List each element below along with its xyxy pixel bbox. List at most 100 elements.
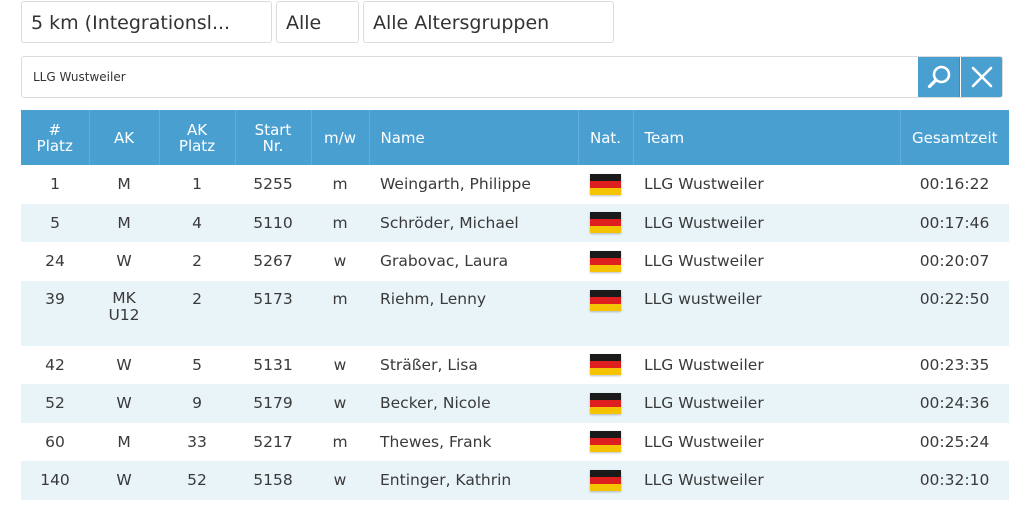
cell-time: 00:23:35 — [919, 355, 990, 374]
header-name[interactable]: Name — [369, 110, 579, 165]
cell-gender: m — [311, 203, 369, 242]
germany-flag-icon — [590, 250, 621, 272]
cell-name[interactable]: Schröder, Michael — [369, 203, 578, 242]
cell-nat — [578, 384, 633, 423]
header-ak[interactable]: AK — [89, 110, 160, 165]
cell-rank: 24 — [45, 252, 65, 271]
cell-rank: 60 — [45, 432, 65, 451]
germany-flag-icon — [590, 469, 621, 491]
header-time[interactable]: Gesamtzeit — [900, 110, 1009, 165]
cell-name[interactable]: Sträßer, Lisa — [380, 355, 478, 374]
clear-search-button[interactable] — [961, 57, 1002, 97]
header-rank-line1: # — [48, 120, 62, 139]
cell-ak-rank: 52 — [159, 461, 235, 500]
cell-name[interactable]: Thewes, Frank — [380, 432, 492, 451]
cell-nat — [578, 423, 633, 462]
age-group-select[interactable]: Alle Altersgruppen — [363, 1, 614, 43]
header-ak-rank-line1: AK — [186, 120, 208, 139]
cell-gender: w — [311, 384, 369, 423]
table-row[interactable]: 39 MK U12 2 5173 m Riehm, Lenny LLG wust… — [21, 280, 1009, 346]
header-ak-rank[interactable]: AK Platz — [159, 110, 236, 165]
search-button[interactable] — [918, 57, 960, 97]
cell-ak-line1: MK — [112, 288, 136, 307]
cell-ak-line2: U12 — [108, 305, 140, 324]
header-start-no[interactable]: Start Nr. — [235, 110, 312, 165]
cell-ak-rank: 2 — [192, 252, 202, 271]
header-rank[interactable]: # Platz — [21, 110, 90, 165]
cell-rank: 5 — [21, 203, 89, 242]
cell-ak: MK U12 — [89, 280, 159, 346]
cell-nat — [578, 203, 633, 242]
cell-name[interactable]: Weingarth, Philippe — [380, 175, 531, 194]
table-row[interactable]: 140 W 52 5158 w Entinger, Kathrin LLG Wu… — [21, 461, 1009, 500]
cell-ak: M — [117, 432, 131, 451]
header-nat[interactable]: Nat. — [578, 110, 634, 165]
table-row[interactable]: 1 M 1 5255 m Weingarth, Philippe LLG Wus… — [21, 165, 1009, 204]
cell-start-no: 5255 — [253, 175, 293, 194]
table-row[interactable]: 24 W 2 5267 w Grabovac, Laura LLG Wustwe… — [21, 242, 1009, 281]
cell-ak: W — [89, 384, 159, 423]
cell-team: LLG Wustweiler — [644, 175, 764, 194]
table-row[interactable]: 60 M 33 5217 m Thewes, Frank LLG Wustwei… — [21, 423, 1009, 462]
cell-nat — [578, 461, 633, 500]
germany-flag-icon — [590, 354, 621, 376]
germany-flag-icon — [590, 289, 621, 311]
table-row[interactable]: 42 W 5 5131 w Sträßer, Lisa LLG Wustweil… — [21, 346, 1009, 385]
cell-ak-rank: 2 — [159, 280, 235, 346]
cell-ak-rank: 9 — [159, 384, 235, 423]
cell-start-no: 5131 — [253, 355, 293, 374]
cell-rank: 52 — [21, 384, 89, 423]
cell-start-no: 5179 — [235, 384, 311, 423]
header-start-no-line2: Nr. — [262, 136, 284, 155]
cell-start-no: 5267 — [253, 252, 293, 271]
search-input[interactable] — [22, 57, 918, 97]
germany-flag-icon — [590, 392, 621, 414]
cell-team: LLG wustweiler — [633, 280, 900, 346]
cell-gender: m — [332, 432, 348, 451]
cell-ak: M — [117, 175, 131, 194]
cell-gender: m — [332, 175, 348, 194]
cell-start-no: 5217 — [253, 432, 293, 451]
distance-select[interactable]: 5 km (Integrationsl... — [21, 1, 272, 43]
results-table-container: # Platz AK AK Platz Start Nr. m/w Name N… — [21, 110, 1009, 500]
table-row[interactable]: 5 M 4 5110 m Schröder, Michael LLG Wustw… — [21, 203, 1009, 242]
cell-time: 00:16:22 — [919, 175, 990, 194]
cell-time: 00:25:24 — [919, 432, 990, 451]
magnifier-icon — [927, 65, 950, 89]
cell-time: 00:24:36 — [900, 384, 1009, 423]
cell-time: 00:20:07 — [919, 252, 990, 271]
cell-nat — [578, 280, 633, 346]
cell-team: LLG Wustweiler — [633, 461, 900, 500]
cell-name[interactable]: Riehm, Lenny — [369, 280, 578, 346]
cell-name[interactable]: Entinger, Kathrin — [369, 461, 578, 500]
cell-team: LLG Wustweiler — [633, 203, 900, 242]
header-start-no-line1: Start — [254, 120, 292, 139]
cell-ak-rank: 33 — [187, 432, 207, 451]
table-row[interactable]: 52 W 9 5179 w Becker, Nicole LLG Wustwei… — [21, 384, 1009, 423]
cell-nat — [578, 165, 633, 204]
cell-start-no: 5110 — [235, 203, 311, 242]
cell-team: LLG Wustweiler — [644, 432, 764, 451]
cell-rank: 39 — [21, 280, 89, 346]
cell-ak: W — [89, 461, 159, 500]
cell-nat — [578, 242, 633, 281]
header-team[interactable]: Team — [633, 110, 901, 165]
cell-start-no: 5173 — [235, 280, 311, 346]
cell-ak-rank: 5 — [192, 355, 202, 374]
header-gender[interactable]: m/w — [311, 110, 370, 165]
cell-team: LLG Wustweiler — [644, 252, 764, 271]
cell-time: 00:17:46 — [900, 203, 1009, 242]
search-bar — [21, 56, 1003, 98]
cell-gender: w — [333, 355, 347, 374]
cell-ak: W — [116, 355, 132, 374]
cell-gender: m — [311, 280, 369, 346]
cell-nat — [578, 346, 633, 385]
cell-ak-rank: 1 — [192, 175, 202, 194]
gender-select[interactable]: Alle — [276, 1, 359, 43]
cell-team: LLG Wustweiler — [633, 384, 900, 423]
cell-name[interactable]: Grabovac, Laura — [380, 252, 509, 271]
cell-name[interactable]: Becker, Nicole — [369, 384, 578, 423]
cell-gender: w — [311, 461, 369, 500]
header-rank-line2: Platz — [36, 136, 73, 155]
cell-time: 00:32:10 — [900, 461, 1009, 500]
